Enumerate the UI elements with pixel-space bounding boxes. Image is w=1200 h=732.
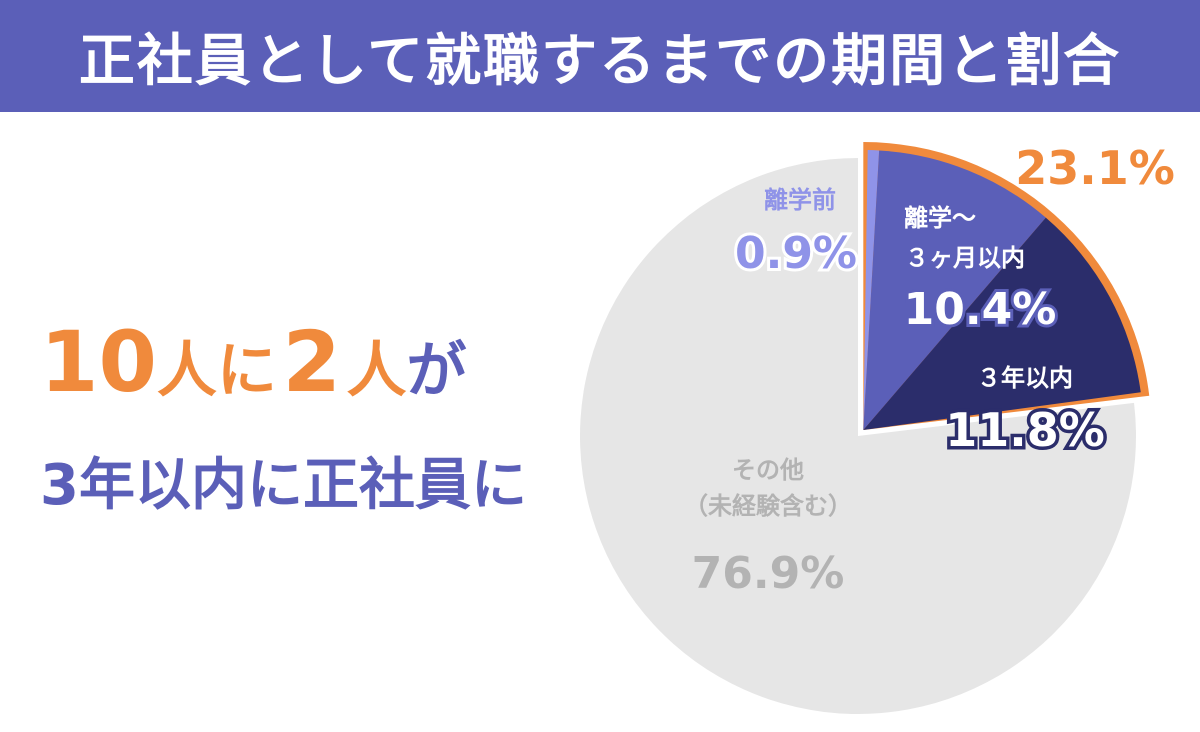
headline-particle: が [406,336,467,406]
headline-number-2: 2 [282,313,341,411]
headline-line2: 3年以内に正社員に [40,453,527,518]
headline-number-10: 10 [40,313,157,411]
pie-slice-within3y [863,217,1141,431]
pie-slice-before [863,150,880,431]
label-within3m-name-line1: 離学〜 [904,204,976,232]
label-other-value: 76.9% [692,548,845,599]
pie-highlight-group [863,142,1150,431]
page-title: 正社員として就職するまでの期間と割合 [78,28,1122,94]
headline-line1: 10人に 2 人が [40,320,467,404]
header-bar: 正社員として就職するまでの期間と割合 [0,0,1200,112]
label-within3m-value: 10.4% [904,284,1057,335]
pie-slice-other [580,157,1136,714]
label-before-name: 離学前 [764,186,836,214]
label-before-value: 0.9% [735,228,857,279]
pie-slice-within3m [863,150,1046,431]
label-highlight-total: 23.1% [1015,141,1175,195]
label-within3m-name-line2: ３ヶ月以内 [905,244,1025,272]
label-within3y-name: ３年以内 [977,364,1073,392]
label-other-name-line1: その他 [732,456,804,484]
headline-word-hitoni: 人に [156,336,277,406]
headline-word-hito: 人 [346,336,407,406]
label-within3y-value: 11.8% [945,403,1105,457]
label-other-name-line2: （未経験含む） [684,492,852,520]
